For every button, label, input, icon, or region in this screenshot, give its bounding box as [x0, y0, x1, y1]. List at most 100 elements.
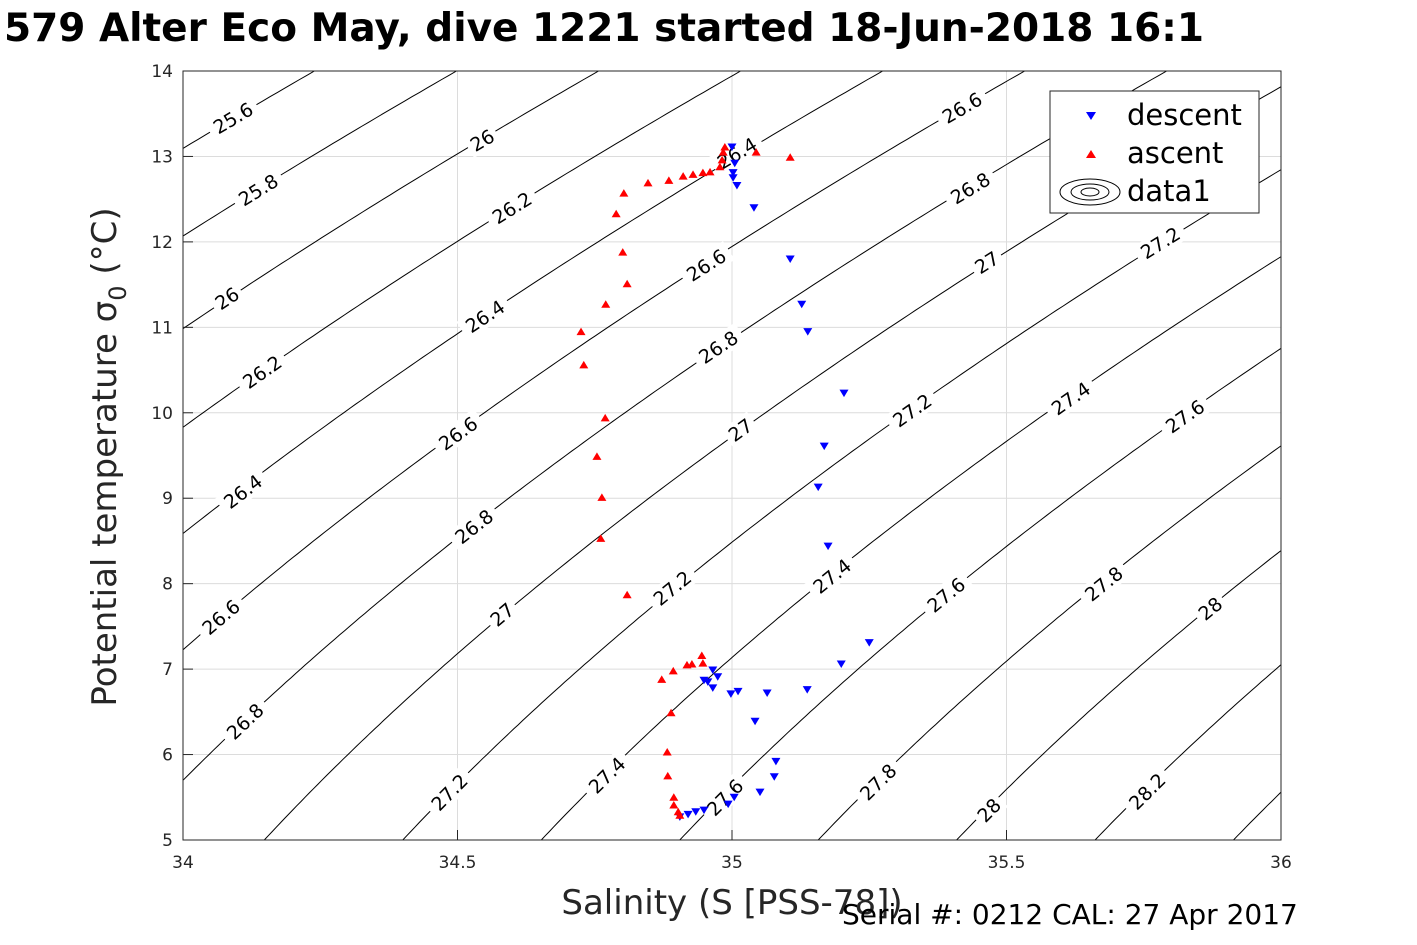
- descent-point: [713, 673, 723, 681]
- descent-point: [691, 808, 701, 816]
- contour-label: 26.4: [456, 292, 514, 341]
- descent-point: [708, 684, 718, 692]
- data-points: [576, 143, 874, 821]
- ascent-point: [715, 162, 725, 171]
- contour-label: 26: [207, 280, 247, 317]
- ascent-point: [688, 170, 698, 178]
- y-tick-label: 7: [162, 660, 173, 680]
- contour-label: 27.6: [698, 770, 752, 825]
- contour-label: 26.2: [233, 347, 291, 397]
- descent-point: [836, 660, 846, 668]
- x-tick-label: 35.5: [988, 853, 1026, 873]
- ascent-point: [622, 279, 632, 288]
- descent-point: [864, 639, 874, 647]
- descent-point: [813, 483, 823, 492]
- ascent-point: [662, 747, 672, 756]
- descent-point: [723, 800, 733, 809]
- contour-label: 26.4: [214, 466, 271, 517]
- contour-line-28.0: [955, 549, 1281, 840]
- contour-line-27.4: [540, 256, 1281, 840]
- legend-descent-marker: [1086, 112, 1096, 120]
- contour-line-26.0: [183, 71, 600, 330]
- ascent-point: [785, 153, 795, 161]
- contour-label: 28: [969, 790, 1009, 830]
- ascent-point: [668, 666, 678, 675]
- descent-point: [769, 773, 779, 781]
- contour-line-26.6: [183, 71, 1026, 651]
- contour-label-text: 28: [973, 794, 1006, 827]
- contour-label: 26: [462, 122, 502, 158]
- x-tick-label: 36: [1270, 853, 1292, 873]
- descent-point: [803, 328, 813, 336]
- ascent-point: [663, 771, 673, 780]
- contour-label: 26.8: [941, 164, 1000, 212]
- ascent-point: [718, 148, 728, 156]
- ascent-point: [698, 168, 708, 177]
- ascent-point: [618, 248, 628, 256]
- y-tick-label: 10: [151, 404, 173, 424]
- contour-label: 27.2: [422, 765, 477, 820]
- descent-point: [683, 810, 693, 819]
- descent-point: [703, 678, 713, 686]
- y-tick-label: 11: [151, 318, 173, 338]
- y-axis-label: Potential temperature σ0 (°C): [85, 207, 132, 706]
- contour-line-25.2: [0, 58, 53, 857]
- descent-point: [749, 204, 759, 212]
- contour-label: 27.4: [579, 748, 634, 802]
- y-tick-label: 6: [162, 746, 173, 766]
- contour-label-text: 27: [486, 599, 519, 631]
- serial-cal-note: Serial #: 0212 CAL: 27 Apr 2017: [842, 898, 1298, 931]
- contour-line-28.6: [1356, 58, 1417, 857]
- descent-point: [733, 687, 743, 696]
- contour-label: 27.2: [644, 562, 701, 614]
- ascent-point: [600, 413, 610, 422]
- descent-point: [730, 159, 740, 168]
- ascent-point: [682, 660, 692, 669]
- ascent-point: [611, 209, 621, 218]
- descent-point: [762, 689, 772, 698]
- ascent-point: [622, 590, 632, 599]
- ascent-point: [601, 300, 611, 308]
- ascent-point: [705, 167, 715, 176]
- ascent-point: [698, 659, 708, 667]
- contour-label: 27.6: [1156, 391, 1214, 441]
- contour-label: 25.8: [229, 166, 287, 214]
- ascent-point: [678, 172, 688, 180]
- descent-point: [802, 686, 812, 694]
- descent-point: [726, 690, 736, 698]
- contour-label: 27.2: [883, 385, 941, 435]
- x-tick-label: 34.5: [439, 853, 477, 873]
- descent-point: [708, 666, 718, 674]
- ascent-point: [751, 148, 761, 156]
- descent-point: [728, 174, 738, 182]
- contour-label: 27: [720, 411, 760, 449]
- legend: descent ascent data1: [1049, 90, 1260, 214]
- contour-line-27.8: [817, 445, 1281, 840]
- ascent-point: [720, 143, 730, 151]
- contour-label: 26.6: [677, 241, 735, 289]
- contour-label: 26.8: [445, 501, 503, 552]
- y-tick-label: 9: [162, 489, 173, 509]
- ascent-point: [619, 189, 629, 197]
- ascent-point: [643, 178, 653, 187]
- legend-ascent-marker: [1086, 150, 1096, 158]
- y-tick-label: 13: [151, 147, 173, 167]
- y-tick-label: 14: [151, 62, 173, 82]
- ascent-point: [669, 800, 679, 809]
- contour-label: 27: [967, 244, 1007, 281]
- legend-ascent-label: ascent: [1127, 136, 1223, 170]
- contour-label: 26.2: [483, 184, 541, 232]
- ascent-point: [597, 493, 607, 501]
- descent-point: [823, 542, 833, 551]
- contour-line-27.2: [402, 169, 1281, 840]
- legend-contour-icon: [1059, 178, 1121, 206]
- contour-label: 27.4: [803, 550, 860, 602]
- contour-label: 27.4: [1042, 373, 1100, 423]
- ascent-point: [576, 327, 586, 336]
- contour-label: 27: [482, 595, 522, 634]
- contour-label: 26.8: [217, 694, 273, 748]
- ascent-point: [697, 651, 707, 659]
- descent-point: [728, 169, 738, 177]
- y-tick-label: 8: [162, 575, 173, 595]
- contour-line-26.2: [183, 71, 742, 428]
